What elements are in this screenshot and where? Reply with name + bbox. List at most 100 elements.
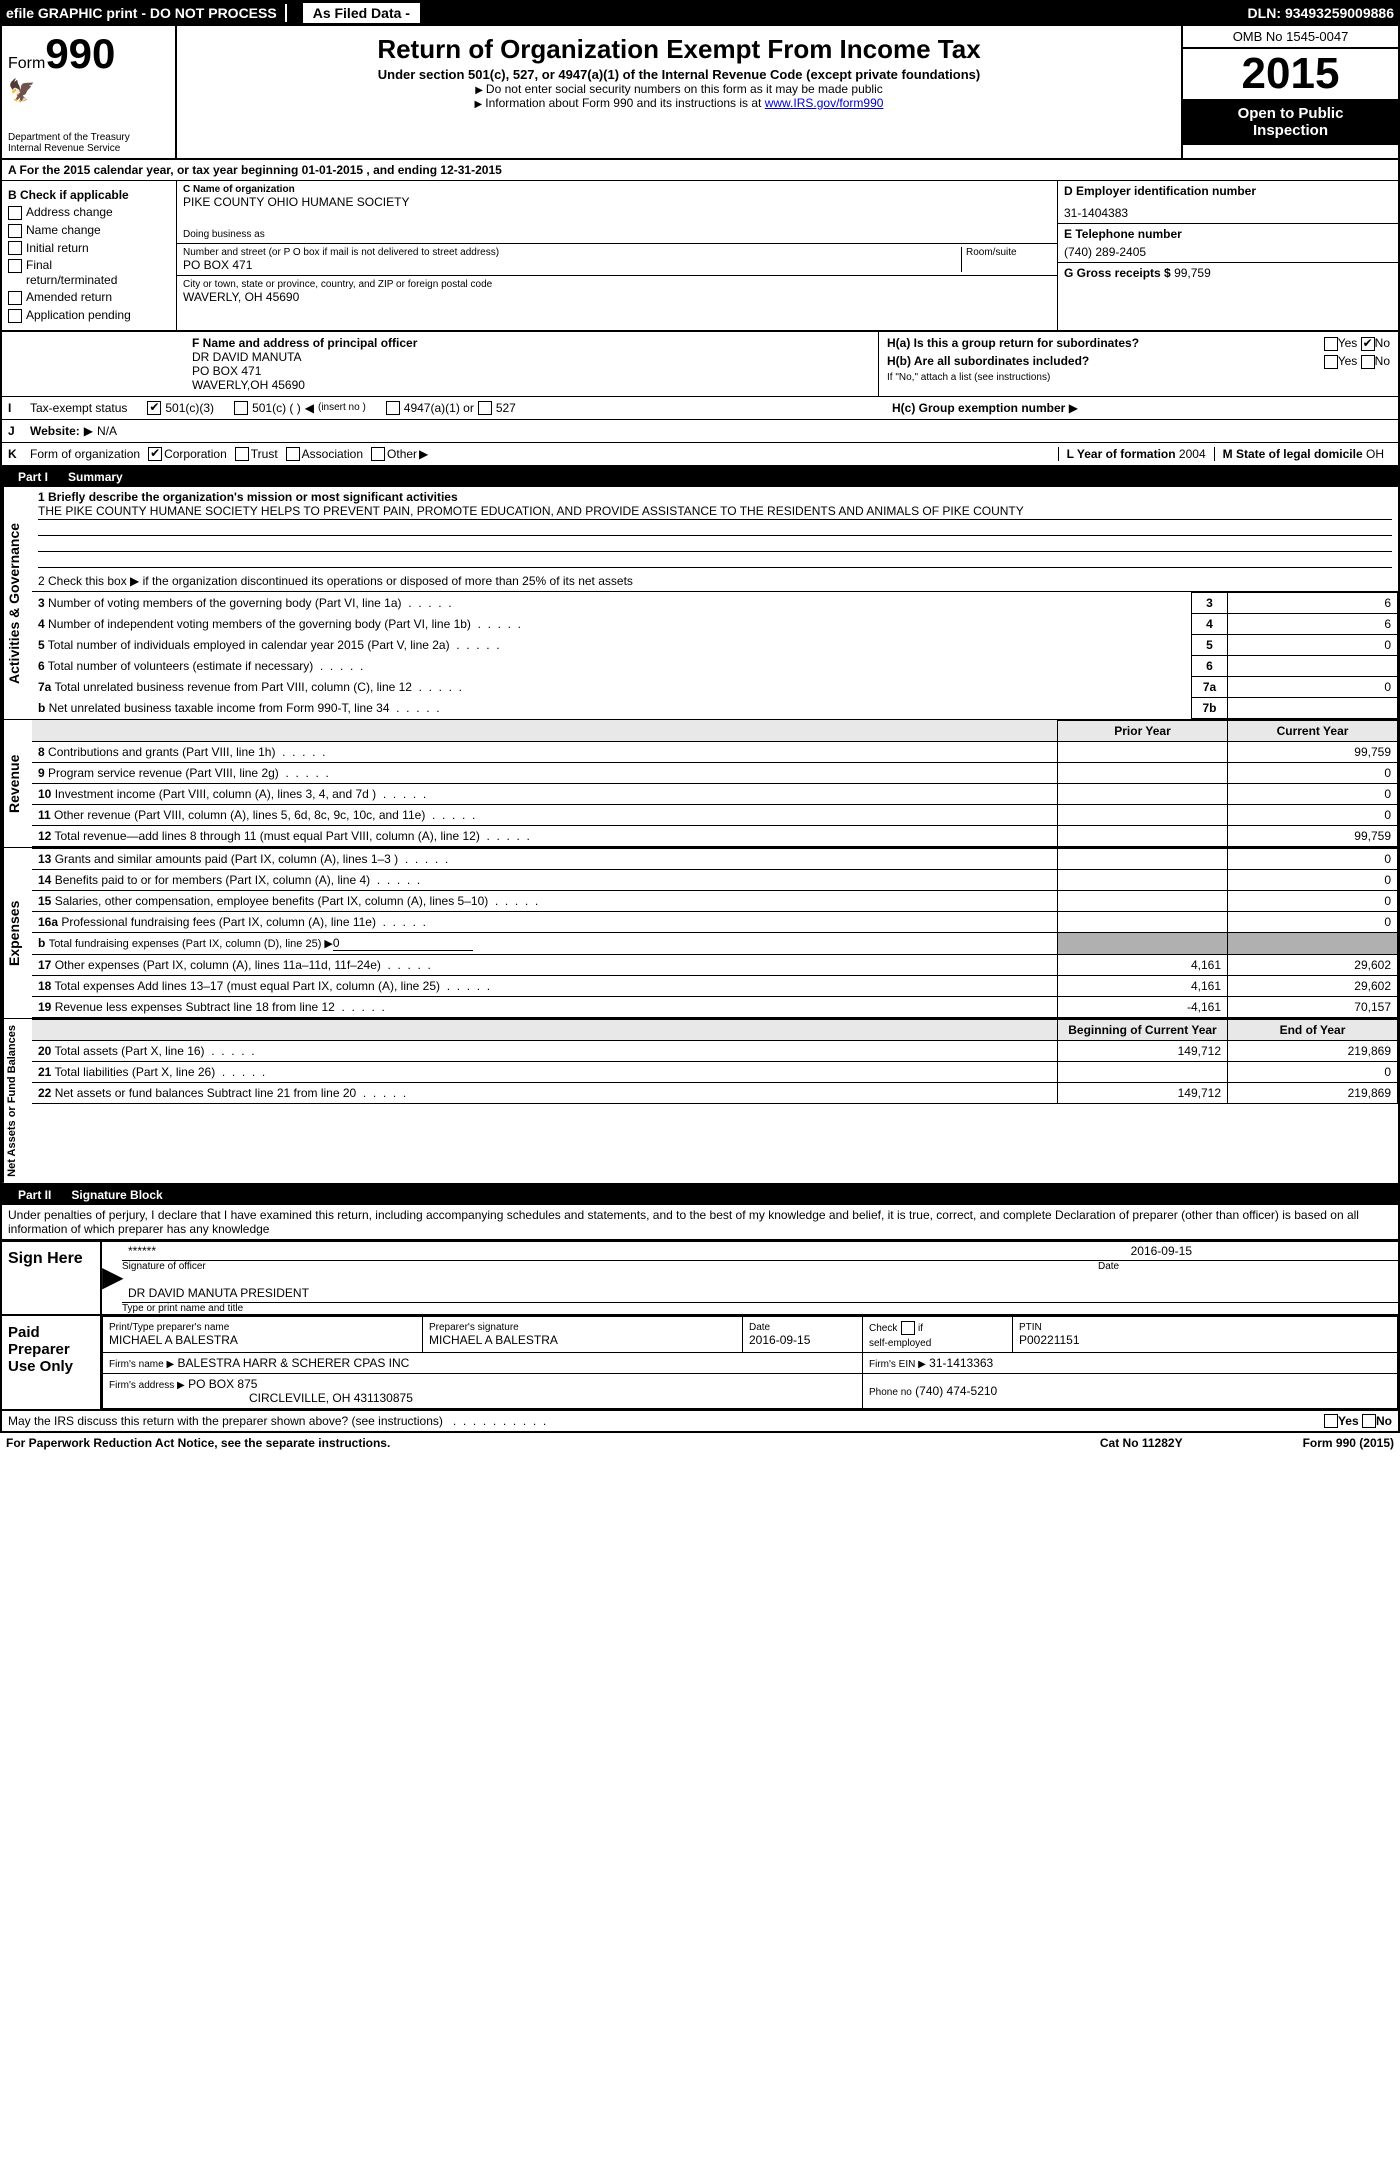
irs-label: Internal Revenue Service (8, 143, 169, 154)
line-1: 1 Briefly describe the organization's mi… (32, 487, 1398, 571)
firm-addr1-value: PO BOX 875 (188, 1377, 257, 1391)
phone-value: (740) 289-2405 (1064, 245, 1392, 259)
paid-preparer-label: Paid Preparer Use Only (2, 1316, 102, 1409)
form-subtitle: Under section 501(c), 527, or 4947(a)(1)… (183, 67, 1175, 82)
label-501c: 501(c) ( ) (252, 401, 301, 415)
expenses-table: 13 Grants and similar amounts paid (Part… (32, 848, 1398, 1018)
checkbox-initial-return[interactable] (8, 241, 22, 255)
ptin-cell: PTIN P00221151 (1013, 1316, 1398, 1352)
checkbox-501c3[interactable] (147, 401, 161, 415)
checkbox-name-change[interactable] (8, 224, 22, 238)
perjury-statement: Under penalties of perjury, I declare th… (0, 1205, 1400, 1241)
label-yes: Yes (1338, 1414, 1359, 1428)
checkbox-trust[interactable] (235, 447, 249, 461)
firm-addr-cell: Firm's address ▶ PO BOX 875 CIRCLEVILLE,… (103, 1373, 863, 1408)
label-app-pending: Application pending (26, 308, 131, 322)
sign-here-label: Sign Here (2, 1242, 102, 1314)
sig-date-label: Date (1098, 1261, 1398, 1272)
website-label: Website: (30, 424, 80, 438)
prep-date-value: 2016-09-15 (749, 1333, 856, 1347)
part-1-header: Part I Summary (0, 467, 1400, 487)
checkbox-4947[interactable] (386, 401, 400, 415)
cell-org-name: C Name of organization PIKE COUNTY OHIO … (177, 181, 1057, 244)
form-word: Form (8, 55, 45, 72)
governance-body: 1 Briefly describe the organization's mi… (32, 487, 1398, 719)
row-i-label: I (8, 401, 30, 415)
form-title: Return of Organization Exempt From Incom… (183, 34, 1175, 65)
checkbox-final-return[interactable] (8, 259, 22, 273)
table-header-row: Prior YearCurrent Year (32, 720, 1398, 741)
form-num: 990 (1336, 1436, 1356, 1450)
table-row: 4 Number of independent voting members o… (32, 613, 1398, 634)
label-no: No (1375, 354, 1390, 368)
footer: For Paperwork Reduction Act Notice, see … (0, 1433, 1400, 1453)
prep-name-value: MICHAEL A BALESTRA (109, 1333, 416, 1347)
checkbox-501c[interactable] (234, 401, 248, 415)
room-label: Room/suite (966, 247, 1051, 258)
col-c: C Name of organization PIKE COUNTY OHIO … (177, 181, 1058, 330)
table-row: 19 Revenue less expenses Subtract line 1… (32, 996, 1398, 1017)
signature-area: Sign Here ▶ ****** 2016-09-15 Signature … (0, 1241, 1400, 1411)
line-2: 2 Check this box ▶ if the organization d… (32, 571, 1398, 592)
if-label: if (918, 1323, 923, 1334)
dln-label: DLN: (1248, 5, 1281, 21)
part-2-name: Signature Block (71, 1188, 162, 1202)
hb-note: If "No," attach a list (see instructions… (887, 372, 1390, 383)
checkbox-discuss-yes[interactable] (1324, 1414, 1338, 1428)
checkbox-corporation[interactable] (148, 447, 162, 461)
checkbox-hb-no[interactable] (1361, 355, 1375, 369)
label-terminated: return/terminated (26, 273, 117, 287)
label-501c3: 501(c)(3) (165, 401, 214, 415)
checkbox-527[interactable] (478, 401, 492, 415)
checkbox-amended[interactable] (8, 291, 22, 305)
phone-label: E Telephone number (1064, 227, 1392, 241)
checkbox-association[interactable] (286, 447, 300, 461)
table-row: 7a Total unrelated business revenue from… (32, 676, 1398, 697)
checkbox-application-pending[interactable] (8, 309, 22, 323)
table-row: 3 Number of voting members of the govern… (32, 592, 1398, 613)
ha-label: H(a) Is this a group return for subordin… (887, 336, 1139, 350)
ein-value: 31-1404383 (1064, 206, 1392, 220)
row-j-label: J (8, 424, 30, 438)
table-header-row: Beginning of Current YearEnd of Year (32, 1019, 1398, 1040)
sig-officer-label: Signature of officer (122, 1261, 1098, 1272)
tax-exempt-label: Tax-exempt status (30, 401, 127, 415)
year-formation-value: 2004 (1179, 447, 1206, 461)
checkbox-other[interactable] (371, 447, 385, 461)
form-990-number: 990 (45, 30, 115, 77)
as-filed-data: As Filed Data - (303, 3, 420, 23)
expenses-section: Expenses 13 Grants and similar amounts p… (0, 848, 1400, 1019)
irs-link[interactable]: www.IRS.gov/form990 (765, 96, 884, 110)
checkbox-hb-yes[interactable] (1324, 355, 1338, 369)
ssn-note: Do not enter social security numbers on … (183, 82, 1175, 96)
form-year: 2015 (1363, 1436, 1390, 1450)
tax-year-end: 12-31-2015 (440, 163, 501, 177)
sign-here-right: ▶ ****** 2016-09-15 Signature of officer… (102, 1242, 1398, 1314)
revenue-table: Prior YearCurrent Year8 Contributions an… (32, 720, 1398, 847)
vert-label-net-assets: Net Assets or Fund Balances (2, 1019, 32, 1183)
checkbox-ha-yes[interactable] (1324, 337, 1338, 351)
blank-line (38, 520, 1392, 536)
header: Form990 🦅 Department of the Treasury Int… (0, 26, 1400, 160)
table-row: 20 Total assets (Part X, line 16)149,712… (32, 1040, 1398, 1061)
prep-sig-value: MICHAEL A BALESTRA (429, 1333, 736, 1347)
ssn-note-text: Do not enter social security numbers on … (486, 82, 883, 96)
table-row: 17 Other expenses (Part IX, column (A), … (32, 954, 1398, 975)
f-addr1: PO BOX 471 (192, 364, 870, 378)
checkbox-self-employed[interactable] (901, 1321, 915, 1335)
firm-ein-label: Firm's EIN ▶ (869, 1359, 926, 1370)
checkbox-address-change[interactable] (8, 206, 22, 220)
officer-name-label: Type or print name and title (122, 1303, 1398, 1314)
label-yes: Yes (1338, 354, 1358, 368)
org-name-value: PIKE COUNTY OHIO HUMANE SOCIETY (183, 195, 1051, 209)
h-a: H(a) Is this a group return for subordin… (887, 336, 1390, 350)
checkbox-ha-no[interactable] (1361, 337, 1375, 351)
header-right: OMB No 1545-0047 2015 Open to Public Ins… (1183, 26, 1398, 158)
col-b: B Check if applicable Address change Nam… (2, 181, 177, 330)
checkbox-discuss-no[interactable] (1362, 1414, 1376, 1428)
paid-preparer-row: Paid Preparer Use Only Print/Type prepar… (2, 1314, 1398, 1409)
discuss-row: May the IRS discuss this return with the… (0, 1411, 1400, 1433)
omb-number: OMB No 1545-0047 (1183, 26, 1398, 49)
governance-table: 3 Number of voting members of the govern… (32, 592, 1398, 719)
expenses-body: 13 Grants and similar amounts paid (Part… (32, 848, 1398, 1018)
